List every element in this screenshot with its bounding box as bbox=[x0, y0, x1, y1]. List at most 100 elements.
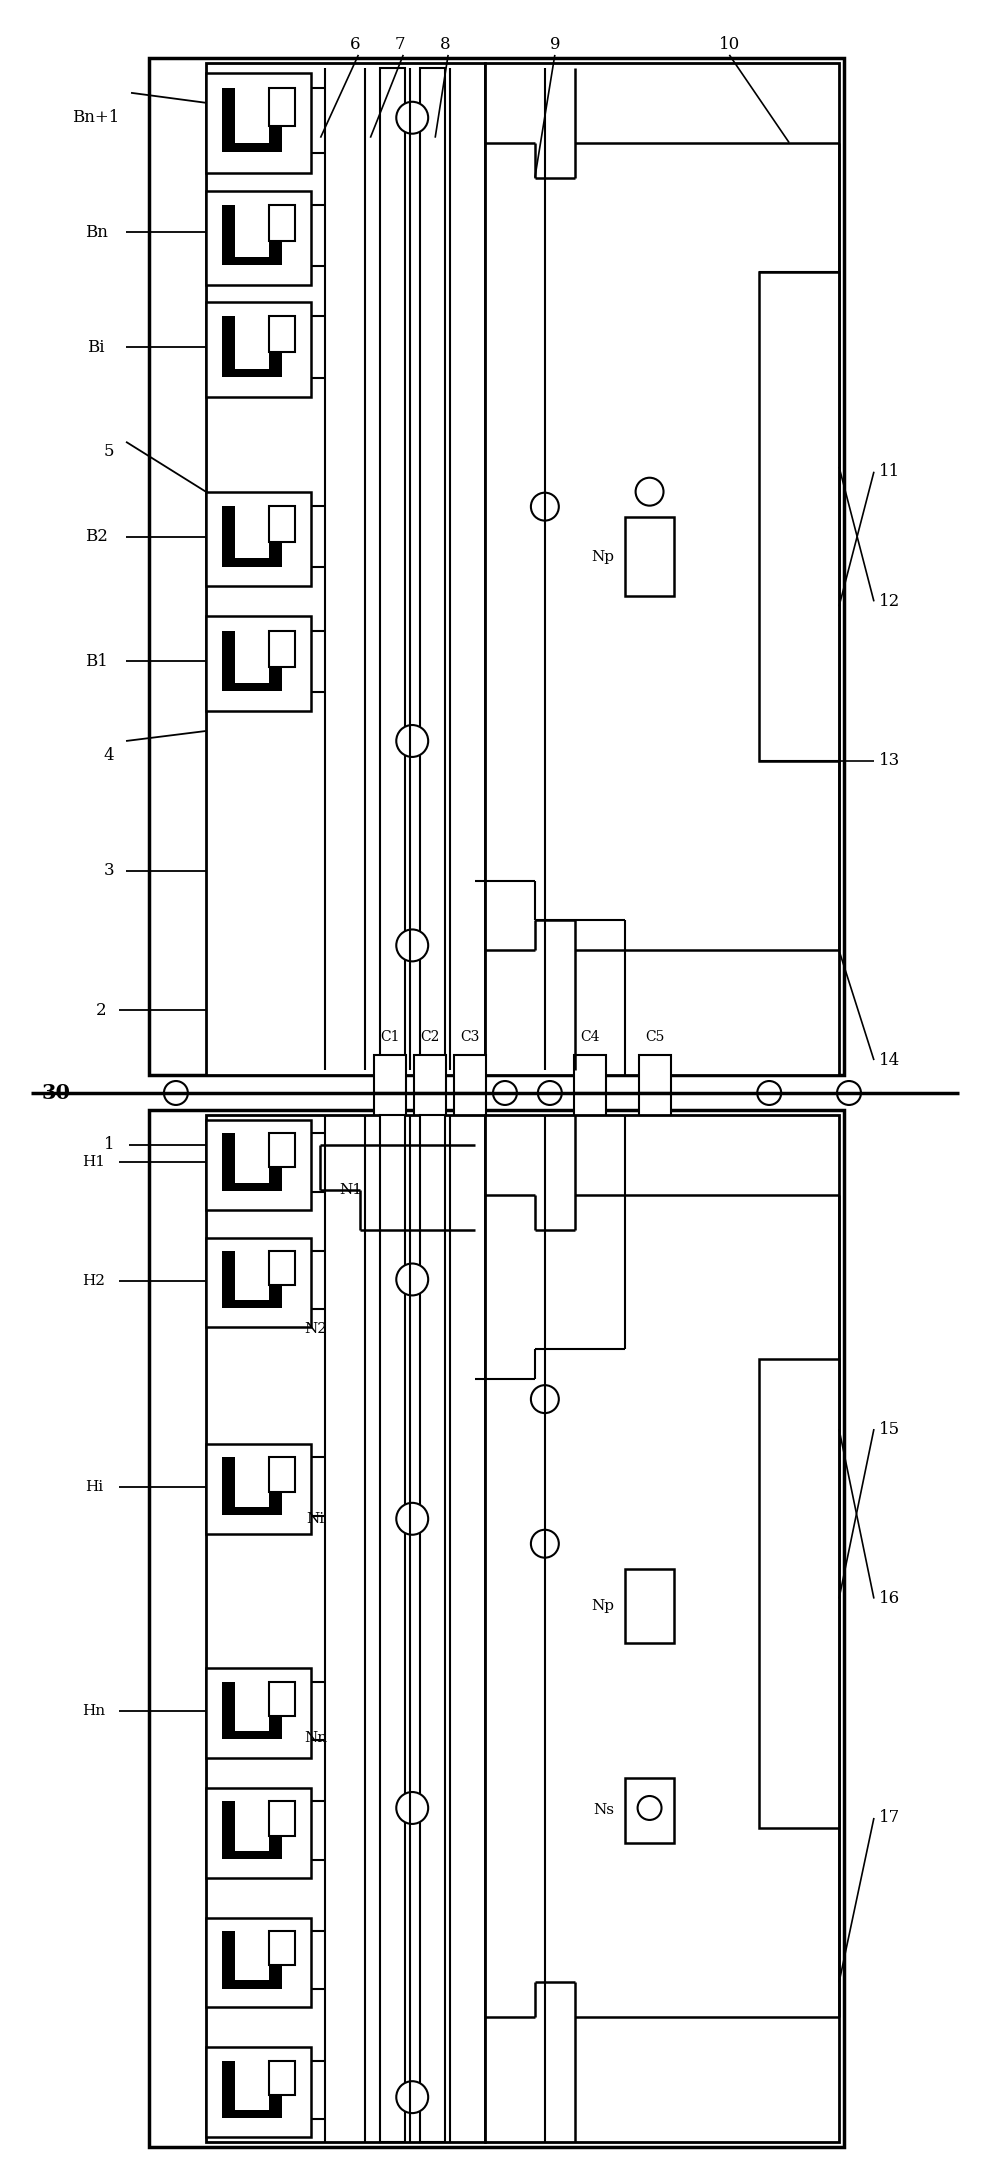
Text: 12: 12 bbox=[879, 593, 900, 610]
Text: C4: C4 bbox=[580, 1031, 599, 1044]
Circle shape bbox=[397, 1264, 428, 1297]
Text: C5: C5 bbox=[645, 1031, 665, 1044]
Bar bbox=[574, 1055, 605, 1094]
Bar bbox=[269, 1458, 295, 1493]
Bar bbox=[269, 205, 295, 240]
Bar bbox=[639, 1094, 671, 1131]
Text: 6: 6 bbox=[350, 37, 361, 54]
Text: 5: 5 bbox=[104, 442, 115, 460]
Bar bbox=[206, 303, 311, 397]
Bar bbox=[574, 1094, 605, 1131]
Bar bbox=[269, 1682, 282, 1730]
Bar bbox=[269, 1251, 282, 1301]
Bar bbox=[206, 617, 311, 710]
Bar bbox=[269, 1133, 295, 1168]
Bar bbox=[414, 1094, 446, 1131]
Text: 9: 9 bbox=[550, 37, 560, 54]
Text: Bn+1: Bn+1 bbox=[72, 109, 120, 126]
Text: N1: N1 bbox=[339, 1183, 362, 1196]
Bar bbox=[381, 68, 405, 1074]
Bar bbox=[222, 2061, 235, 2109]
Bar bbox=[269, 630, 282, 682]
Bar bbox=[222, 1682, 235, 1730]
Bar bbox=[222, 1981, 282, 1989]
Bar bbox=[454, 1055, 486, 1094]
Bar bbox=[760, 272, 839, 760]
Text: B2: B2 bbox=[85, 527, 108, 545]
Bar bbox=[222, 506, 235, 558]
Bar bbox=[269, 1251, 295, 1286]
Bar bbox=[269, 87, 295, 126]
Text: Np: Np bbox=[591, 1599, 614, 1612]
Text: Hi: Hi bbox=[85, 1480, 103, 1495]
Bar bbox=[269, 2061, 295, 2094]
Text: 10: 10 bbox=[719, 37, 740, 54]
Text: 3: 3 bbox=[104, 863, 115, 878]
Bar bbox=[269, 1802, 295, 1835]
Text: 2: 2 bbox=[96, 1002, 107, 1020]
Bar bbox=[222, 1301, 282, 1307]
Circle shape bbox=[493, 1081, 517, 1105]
Bar bbox=[206, 1669, 311, 1758]
Circle shape bbox=[397, 102, 428, 133]
Circle shape bbox=[538, 1081, 562, 1105]
Circle shape bbox=[638, 1795, 662, 1819]
Bar bbox=[222, 1730, 282, 1739]
Bar bbox=[149, 1109, 844, 2146]
Text: B1: B1 bbox=[85, 654, 108, 669]
Bar bbox=[269, 630, 295, 667]
Bar bbox=[206, 190, 311, 285]
Text: 30: 30 bbox=[42, 1083, 71, 1103]
Bar bbox=[222, 2109, 282, 2118]
Bar bbox=[149, 59, 844, 1074]
Bar bbox=[222, 630, 235, 682]
Text: 4: 4 bbox=[104, 747, 115, 765]
Bar bbox=[639, 1055, 671, 1094]
Bar bbox=[222, 1802, 235, 1850]
Bar bbox=[206, 1120, 311, 1209]
Text: 17: 17 bbox=[879, 1809, 900, 1826]
Text: Np: Np bbox=[591, 549, 614, 564]
Bar bbox=[420, 68, 445, 1074]
Circle shape bbox=[531, 1386, 559, 1414]
Bar bbox=[269, 205, 282, 257]
Bar bbox=[206, 492, 311, 586]
Bar bbox=[485, 63, 839, 1074]
Circle shape bbox=[397, 930, 428, 961]
Circle shape bbox=[397, 1791, 428, 1824]
Bar bbox=[206, 63, 485, 1074]
Bar bbox=[269, 1931, 282, 1981]
Text: C2: C2 bbox=[420, 1031, 440, 1044]
Bar bbox=[206, 1445, 311, 1534]
Bar bbox=[485, 1116, 839, 2142]
Bar bbox=[269, 316, 295, 353]
Circle shape bbox=[531, 492, 559, 521]
Text: 7: 7 bbox=[395, 37, 405, 54]
Bar bbox=[222, 1931, 235, 1981]
Bar bbox=[222, 142, 282, 153]
Bar bbox=[206, 1116, 485, 2142]
Circle shape bbox=[397, 726, 428, 756]
Circle shape bbox=[164, 1081, 188, 1105]
Bar bbox=[206, 1918, 311, 2007]
Circle shape bbox=[397, 1504, 428, 1534]
Bar bbox=[375, 1094, 406, 1131]
Text: 14: 14 bbox=[879, 1052, 900, 1068]
Bar bbox=[625, 516, 674, 597]
Bar bbox=[625, 1569, 674, 1643]
Bar bbox=[206, 2048, 311, 2138]
Bar bbox=[269, 2061, 282, 2109]
Bar bbox=[206, 72, 311, 172]
Text: Bn: Bn bbox=[85, 224, 108, 242]
Bar bbox=[269, 1458, 282, 1508]
Text: Bi: Bi bbox=[87, 338, 105, 355]
Bar bbox=[222, 205, 235, 257]
Bar bbox=[222, 558, 282, 567]
Bar bbox=[222, 1183, 282, 1190]
Text: Hn: Hn bbox=[82, 1704, 106, 1719]
Bar bbox=[269, 506, 282, 558]
Bar bbox=[269, 1133, 282, 1183]
Text: N2: N2 bbox=[304, 1323, 327, 1336]
Bar bbox=[381, 1116, 405, 2142]
Circle shape bbox=[531, 1530, 559, 1558]
